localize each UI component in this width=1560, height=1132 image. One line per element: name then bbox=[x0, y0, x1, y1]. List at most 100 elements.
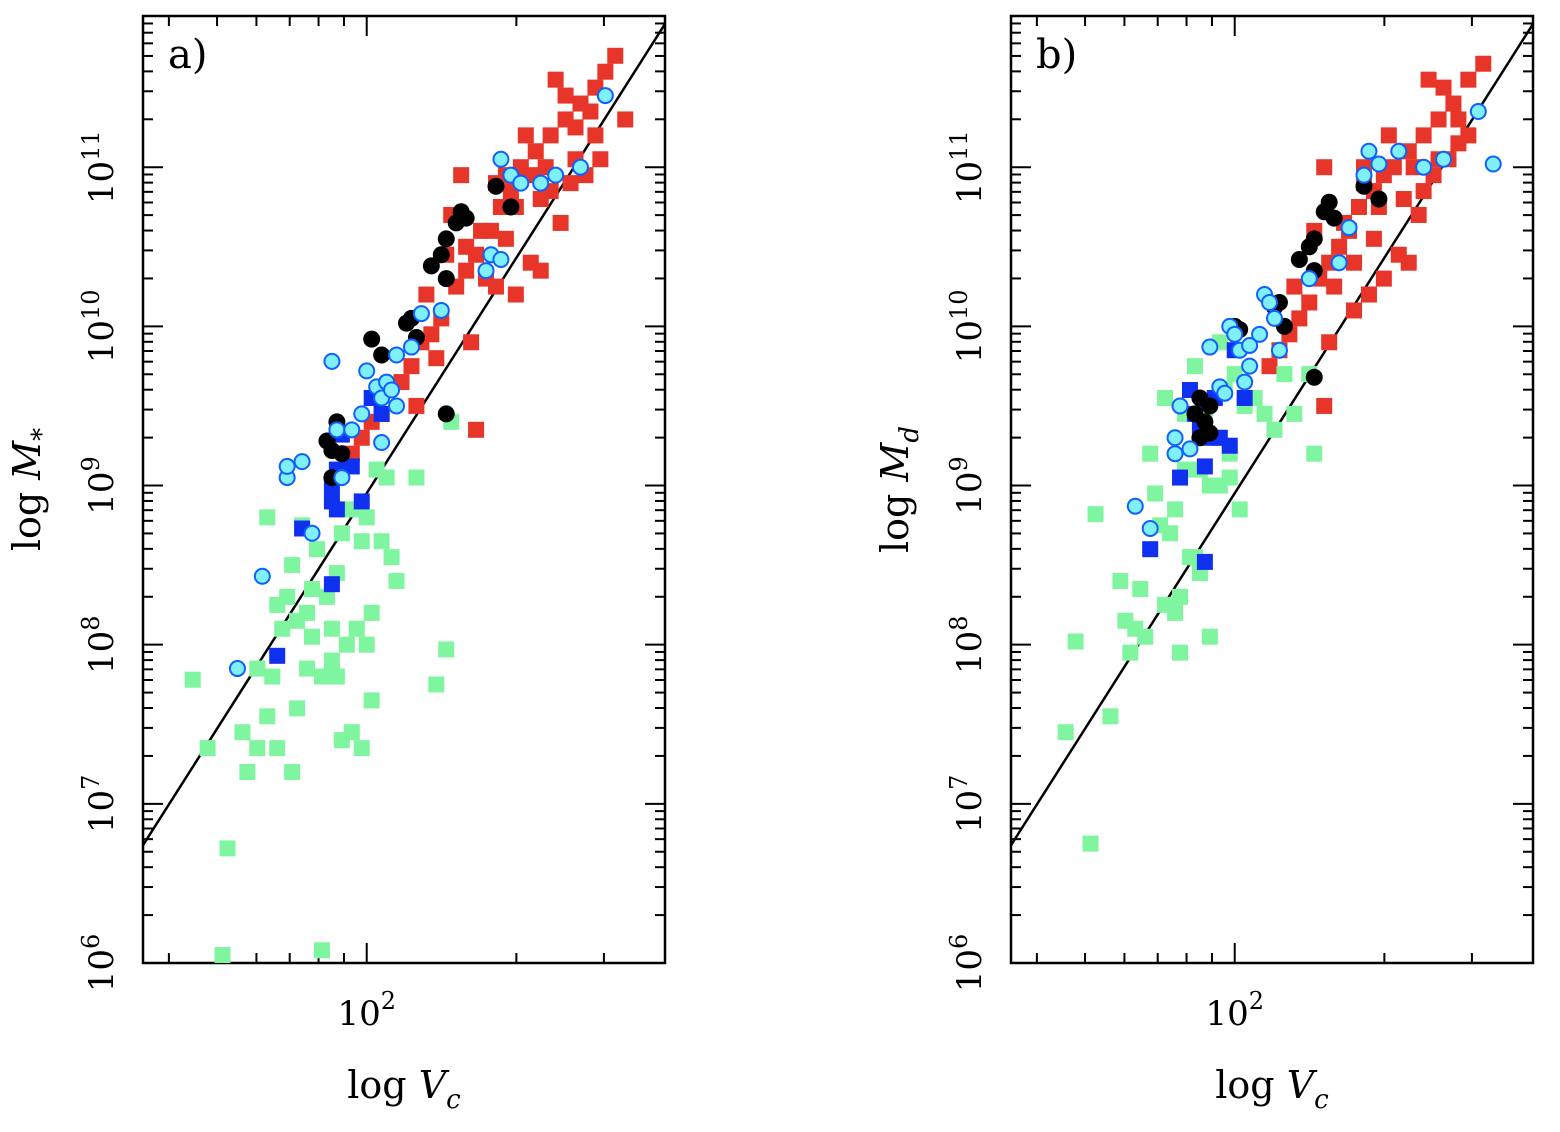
data-point-red-square bbox=[607, 47, 624, 64]
data-point-red-square bbox=[532, 262, 549, 279]
data-point-green-square bbox=[323, 652, 340, 669]
data-point-cyan-circle bbox=[1166, 429, 1184, 447]
data-point-black-circle bbox=[1305, 230, 1323, 248]
data-point-cyan-circle bbox=[1166, 445, 1184, 463]
y-tick-exponent: 9 bbox=[945, 456, 973, 471]
data-point-black-circle bbox=[1305, 368, 1323, 386]
data-point-blue-square bbox=[1196, 458, 1213, 475]
data-point-red-square bbox=[468, 421, 485, 438]
data-point-red-square bbox=[597, 63, 614, 80]
data-point-red-square bbox=[473, 222, 490, 239]
data-point-red-square bbox=[418, 286, 435, 303]
series-cyan bbox=[1126, 102, 1502, 537]
data-point-cyan-circle bbox=[383, 381, 401, 399]
data-point-cyan-circle bbox=[1201, 338, 1219, 356]
data-point-cyan-circle bbox=[1469, 102, 1487, 120]
data-point-green-square bbox=[1286, 405, 1303, 422]
data-point-green-square bbox=[1102, 708, 1119, 725]
data-point-green-square bbox=[1057, 724, 1074, 741]
data-point-green-square bbox=[1186, 358, 1203, 375]
data-point-cyan-circle bbox=[1216, 384, 1234, 402]
y-tick-label: 1010 bbox=[77, 289, 122, 363]
data-point-red-square bbox=[1400, 254, 1417, 271]
data-point-green-square bbox=[328, 668, 345, 685]
data-point-cyan-circle bbox=[343, 421, 361, 439]
data-point-green-square bbox=[353, 740, 370, 757]
data-point-red-square bbox=[1365, 230, 1382, 247]
series-red bbox=[1261, 55, 1492, 414]
series-cyan bbox=[228, 87, 614, 678]
data-point-cyan-circle bbox=[1251, 325, 1269, 343]
data-point-blue-square bbox=[353, 493, 370, 510]
y-tick-exponent: 10 bbox=[945, 289, 973, 320]
y-tick-base: 10 bbox=[950, 631, 990, 674]
data-point-cyan-circle bbox=[532, 174, 550, 192]
data-point-green-square bbox=[309, 541, 325, 558]
y-tick-label: 1010 bbox=[945, 289, 990, 363]
data-point-green-square bbox=[343, 724, 360, 741]
y-axis-title: log M* bbox=[5, 428, 57, 551]
data-point-green-square bbox=[348, 620, 365, 637]
data-point-cyan-circle bbox=[353, 405, 371, 423]
data-point-black-circle bbox=[1201, 424, 1219, 442]
data-point-red-square bbox=[1360, 286, 1377, 303]
data-point-black-circle bbox=[487, 177, 505, 195]
data-point-red-square bbox=[1346, 302, 1363, 319]
data-point-red-square bbox=[458, 262, 475, 279]
data-point-cyan-circle bbox=[1226, 325, 1244, 343]
data-point-cyan-circle bbox=[253, 567, 271, 585]
data-point-cyan-circle bbox=[1415, 158, 1433, 176]
data-point-green-square bbox=[199, 740, 216, 757]
y-tick-exponent: 11 bbox=[77, 130, 105, 161]
data-point-blue-square bbox=[1221, 437, 1238, 454]
data-point-green-square bbox=[1122, 644, 1139, 661]
data-point-cyan-circle bbox=[358, 362, 376, 380]
data-point-red-square bbox=[1415, 183, 1432, 200]
y-tick-base: 10 bbox=[82, 949, 122, 992]
x-axis-title: log Vc bbox=[1215, 1063, 1329, 1115]
data-point-green-square bbox=[1276, 366, 1293, 383]
y-axis-variable: M bbox=[873, 442, 917, 483]
data-point-cyan-circle bbox=[402, 338, 420, 356]
data-point-green-square bbox=[304, 580, 321, 597]
data-point-green-square bbox=[438, 641, 455, 658]
y-tick-label: 108 bbox=[945, 615, 990, 674]
data-point-cyan-circle bbox=[1236, 373, 1254, 391]
y-tick-exponent: 11 bbox=[945, 130, 973, 161]
data-point-green-square bbox=[284, 557, 301, 574]
data-point-green-square bbox=[318, 588, 335, 605]
data-point-red-square bbox=[592, 151, 609, 168]
y-tick-label: 109 bbox=[945, 456, 990, 515]
y-tick-base: 10 bbox=[82, 320, 122, 363]
y-tick-base: 10 bbox=[950, 790, 990, 833]
data-point-green-square bbox=[353, 533, 370, 550]
y-tick-base: 10 bbox=[950, 949, 990, 992]
data-point-red-square bbox=[1450, 111, 1467, 128]
data-point-green-square bbox=[259, 708, 276, 725]
data-point-black-circle bbox=[1370, 190, 1388, 208]
y-tick-exponent: 9 bbox=[77, 456, 105, 471]
data-point-cyan-circle bbox=[477, 262, 495, 280]
data-point-red-square bbox=[1460, 71, 1477, 88]
data-point-green-square bbox=[214, 947, 231, 963]
data-point-red-square bbox=[582, 103, 599, 120]
y-tick-exponent: 8 bbox=[77, 615, 105, 630]
data-point-green-square bbox=[1167, 501, 1184, 518]
data-point-blue-square bbox=[373, 405, 390, 422]
data-point-green-square bbox=[1142, 445, 1159, 462]
y-tick-exponent: 7 bbox=[77, 775, 105, 790]
data-point-black-circle bbox=[432, 246, 450, 264]
data-point-green-square bbox=[338, 636, 355, 653]
x-axis-subscript: c bbox=[1314, 1085, 1329, 1115]
x-axis-title: log Vc bbox=[347, 1063, 461, 1115]
data-point-red-square bbox=[557, 87, 574, 104]
data-point-green-square bbox=[279, 588, 296, 605]
data-point-blue-square bbox=[269, 647, 286, 664]
y-tick-exponent: 8 bbox=[945, 615, 973, 630]
data-point-red-square bbox=[1445, 95, 1462, 112]
x-tick-label: 102 bbox=[337, 987, 396, 1034]
data-point-cyan-circle bbox=[303, 524, 321, 542]
